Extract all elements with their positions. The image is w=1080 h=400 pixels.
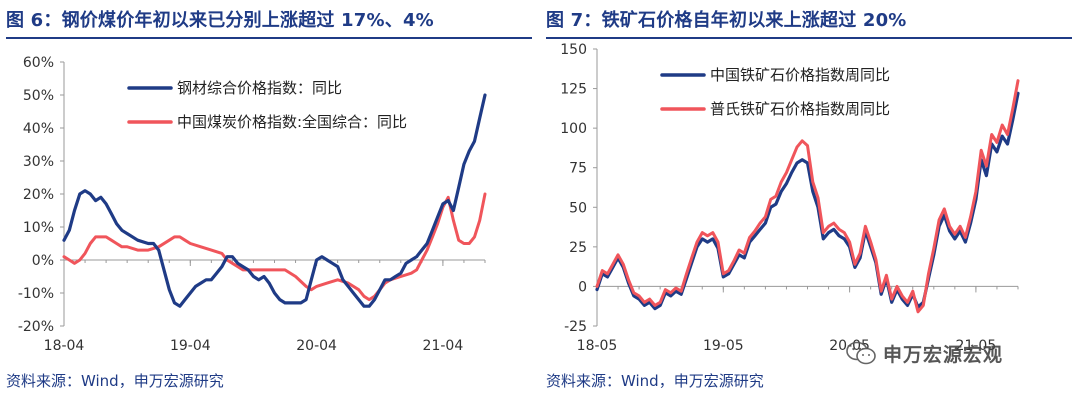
watermark-text: 申万宏源宏观	[883, 343, 1004, 366]
watermark: 申万宏源宏观	[845, 336, 1003, 370]
source-left: 资料来源：Wind，申万宏源研究	[6, 372, 224, 390]
y-tick-label: 0	[578, 279, 587, 295]
y-tick-label: 100	[560, 121, 587, 137]
y-tick-label: -25	[564, 319, 587, 335]
y-tick-label: 150	[560, 42, 587, 58]
series-line-1	[62, 192, 487, 302]
wechat-icon	[846, 341, 876, 365]
x-tick-label: 19-04	[170, 338, 211, 354]
x-tick-label: 21-05	[956, 338, 997, 354]
series-line-1	[595, 79, 1020, 314]
legend-label-0: 钢材综合价格指数：同比	[177, 79, 342, 97]
chart-title-left: 图 6：钢价煤价年初以来已分别上涨超过 17%、4%	[6, 10, 434, 31]
legend-label-1: 普氏铁矿石价格指数周同比	[710, 100, 890, 118]
y-tick-label: 10%	[23, 220, 54, 236]
title-rule-left	[6, 37, 532, 39]
y-tick-label: -10%	[18, 286, 54, 302]
y-tick-label: 60%	[23, 55, 54, 71]
y-tick-label: -20%	[18, 319, 54, 335]
series-line-0	[62, 93, 487, 308]
y-tick-label: 30%	[23, 154, 54, 170]
x-tick-label: 18-05	[577, 338, 618, 354]
series-line-0	[595, 91, 1020, 311]
x-tick-label: 21-04	[423, 338, 464, 354]
y-tick-label: 0%	[32, 253, 54, 269]
right-chart-panel: 图 7：铁矿石价格自年初以来上涨超过 20% -25 0 25 50 75 100 125 1…	[540, 0, 1080, 400]
source-right: 资料来源：Wind，申万宏源研究	[546, 372, 764, 390]
legend-label-0: 中国铁矿石价格指数周同比	[710, 66, 890, 84]
y-tick-label: 75	[569, 161, 587, 177]
y-tick-label: 25	[569, 240, 587, 256]
left-line-chart: -20% -10% 0% 10% 20% 30% 40% 50% 60% 18-04 19-04 20…	[18, 55, 487, 354]
chart-title-right: 图 7：铁矿石价格自年初以来上涨超过 20%	[546, 10, 907, 31]
x-tick-label: 20-04	[296, 338, 337, 354]
legend-label-1: 中国煤炭价格指数:全国综合：同比	[177, 113, 407, 131]
y-tick-label: 20%	[23, 187, 54, 203]
y-tick-label: 40%	[23, 121, 54, 137]
left-chart-panel: 图 6：钢价煤价年初以来已分别上涨超过 17%、4% -20% -10% 0% 10%…	[6, 10, 532, 390]
y-tick-label: 50%	[23, 88, 54, 104]
x-tick-label: 18-04	[44, 338, 85, 354]
title-rule-right	[546, 37, 1072, 39]
y-tick-label: 125	[560, 82, 587, 98]
x-tick-label: 19-05	[703, 338, 744, 354]
y-tick-label: 50	[569, 200, 587, 216]
